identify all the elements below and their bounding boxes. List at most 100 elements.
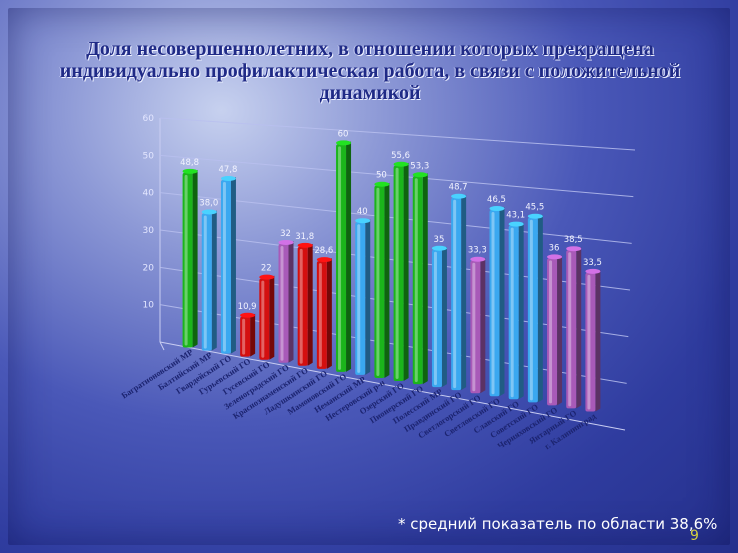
bar <box>585 272 596 412</box>
y-tick-label: 50 <box>143 151 155 161</box>
bar-top <box>220 175 236 181</box>
bar <box>259 278 270 360</box>
bar-side <box>576 247 582 409</box>
bar <box>470 260 481 394</box>
data-label: 60 <box>338 129 349 139</box>
bar-top <box>201 209 217 215</box>
chart-bars <box>182 140 601 412</box>
data-label: 46,5 <box>487 195 506 205</box>
bar-side <box>326 258 332 369</box>
y-axis-ticks: 10 20 30 40 50 60 <box>143 114 155 311</box>
bar-highlight <box>299 248 303 364</box>
y-tick-label: 60 <box>143 114 155 124</box>
bar-side <box>518 222 524 400</box>
bar-highlight <box>414 178 418 383</box>
bar-highlight <box>433 251 437 386</box>
y-tick-label: 30 <box>143 226 155 236</box>
data-label: 53,3 <box>410 161 429 171</box>
bar-top <box>374 181 390 187</box>
bar-top <box>566 246 582 252</box>
bar-highlight <box>587 274 591 410</box>
bar-highlight <box>357 224 361 373</box>
bar-highlight <box>549 260 553 404</box>
bar-top <box>240 312 256 318</box>
bar <box>240 316 251 357</box>
bar-highlight <box>472 262 476 392</box>
bar-top <box>182 168 198 174</box>
bar-top <box>412 172 428 178</box>
bar-top <box>278 239 294 245</box>
bar-side <box>365 219 371 375</box>
data-label: 55,6 <box>391 151 410 161</box>
bar-side <box>307 243 313 366</box>
data-label: 43,1 <box>506 211 525 221</box>
y-tick-label: 10 <box>143 301 155 311</box>
bar <box>489 210 500 397</box>
page-number: 9 <box>690 528 699 544</box>
bar-highlight <box>376 187 380 376</box>
bar-highlight <box>395 167 399 380</box>
bar-side <box>422 173 428 385</box>
bar-side <box>537 214 543 403</box>
data-label: 10,9 <box>238 302 257 312</box>
bar-highlight <box>491 212 495 395</box>
bar-top <box>527 213 543 219</box>
slide-title: Доля несовершеннолетних, в отношении кот… <box>59 38 681 104</box>
bar-side <box>403 162 409 382</box>
bar-highlight <box>568 252 572 407</box>
bar-top <box>489 206 505 212</box>
gridline-0 <box>159 341 626 431</box>
data-label: 36 <box>549 243 560 253</box>
bar <box>374 185 385 378</box>
data-label: 38,5 <box>564 235 583 245</box>
bar-top <box>431 245 447 251</box>
bar <box>355 222 366 375</box>
bar-top <box>316 257 332 263</box>
data-label: 22 <box>261 264 272 274</box>
bar-top <box>393 161 409 167</box>
data-label: 32 <box>280 229 291 239</box>
bar-side <box>557 255 563 406</box>
bar-side <box>461 194 467 391</box>
data-label: 33,5 <box>583 258 602 268</box>
bar <box>201 213 212 351</box>
bar-top <box>470 256 486 262</box>
bar-highlight <box>453 199 457 389</box>
bar-highlight <box>318 263 322 367</box>
bar <box>566 250 577 409</box>
bar-top <box>451 193 467 199</box>
bar-top <box>355 218 371 224</box>
bar-highlight <box>529 219 533 401</box>
bar-side <box>595 269 601 412</box>
data-label: 50 <box>376 171 387 181</box>
data-label: 48,7 <box>449 183 468 193</box>
bar-top <box>297 242 313 248</box>
bar-top <box>585 268 601 274</box>
bar <box>547 258 558 406</box>
bar-highlight <box>184 174 188 346</box>
data-label: 40 <box>357 207 368 217</box>
bar-top <box>336 140 352 146</box>
bar-highlight <box>510 227 514 398</box>
bar-highlight <box>261 280 265 358</box>
bar-side <box>384 182 390 378</box>
data-label: 38,0 <box>199 199 218 209</box>
bar-top <box>547 254 563 260</box>
data-label: 47,8 <box>218 165 237 175</box>
data-label: 35 <box>434 235 445 245</box>
bar-side <box>480 257 486 394</box>
bar-top <box>508 221 524 227</box>
bar-side <box>192 169 198 348</box>
data-label: 28,6 <box>314 246 333 256</box>
bar-side <box>230 176 236 354</box>
bar-highlight <box>222 181 226 352</box>
bar-side <box>346 141 352 372</box>
bar <box>527 217 538 403</box>
bar <box>297 246 308 366</box>
data-label: 33,3 <box>468 246 487 256</box>
bar-highlight <box>280 245 284 361</box>
bar <box>431 249 442 388</box>
bar <box>220 179 231 354</box>
